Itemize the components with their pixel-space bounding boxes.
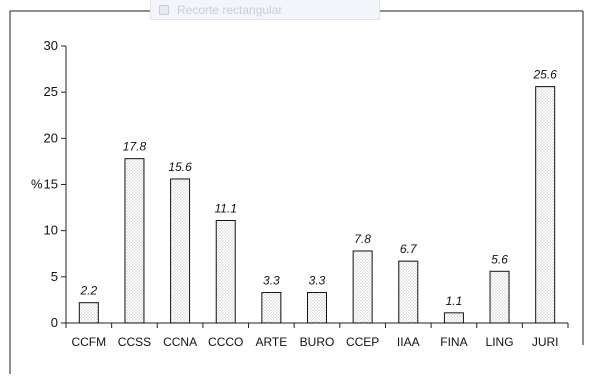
bar (124, 158, 145, 324)
data-label: 5.6 (491, 252, 508, 266)
snip-tooltip: Recorte rectangular (150, 0, 380, 20)
y-tick-label: 5 (51, 269, 58, 284)
x-tick-label: CCFM (71, 335, 106, 349)
y-tick-label: 30 (44, 38, 58, 53)
snip-icon (159, 4, 169, 15)
x-tick-label: ARTE (255, 335, 287, 349)
x-tick-label: IIAA (397, 335, 420, 349)
y-axis-label: % (31, 177, 43, 192)
x-tick-label: CCNA (163, 335, 197, 349)
data-label: 11.1 (214, 202, 236, 216)
x-tick-label: FINA (440, 335, 467, 349)
y-tick-label: 10 (44, 223, 58, 238)
bar (535, 86, 556, 324)
bar (352, 250, 373, 324)
x-tick-label: CCSS (118, 335, 151, 349)
data-label: 15.6 (168, 160, 192, 174)
y-tick-label: 25 (44, 84, 58, 99)
bar (398, 260, 419, 324)
x-tick-label: CCEP (346, 335, 379, 349)
bar (78, 302, 99, 324)
data-label: 17.8 (123, 140, 147, 154)
snip-tooltip-label: Recorte rectangular (177, 2, 283, 17)
data-label: 3.3 (263, 274, 280, 288)
data-label: 3.3 (309, 274, 326, 288)
data-label: 6.7 (400, 242, 418, 256)
bar (443, 312, 464, 324)
bar (215, 220, 236, 324)
y-tick-label: 15 (44, 177, 58, 192)
data-label: 1.1 (446, 294, 463, 308)
x-tick-label: BURO (300, 335, 335, 349)
data-label: 25.6 (533, 68, 558, 82)
data-label: 2.2 (79, 284, 97, 298)
bar (307, 292, 327, 324)
bar (261, 292, 282, 324)
data-label: 7.8 (354, 232, 371, 246)
x-tick-label: CCCO (208, 335, 243, 349)
y-tick-label: 0 (51, 315, 58, 330)
x-tick-label: LING (486, 335, 514, 349)
plot-area: 0 5 10 15 20 25 30% 2.2 CCFM 17.8 CCSS 15.6 CCNA 11.1… (31, 38, 569, 349)
y-tick-label: 20 (44, 130, 58, 145)
bar (170, 178, 191, 324)
bar (489, 270, 510, 324)
x-tick-label: JURI (532, 335, 559, 349)
